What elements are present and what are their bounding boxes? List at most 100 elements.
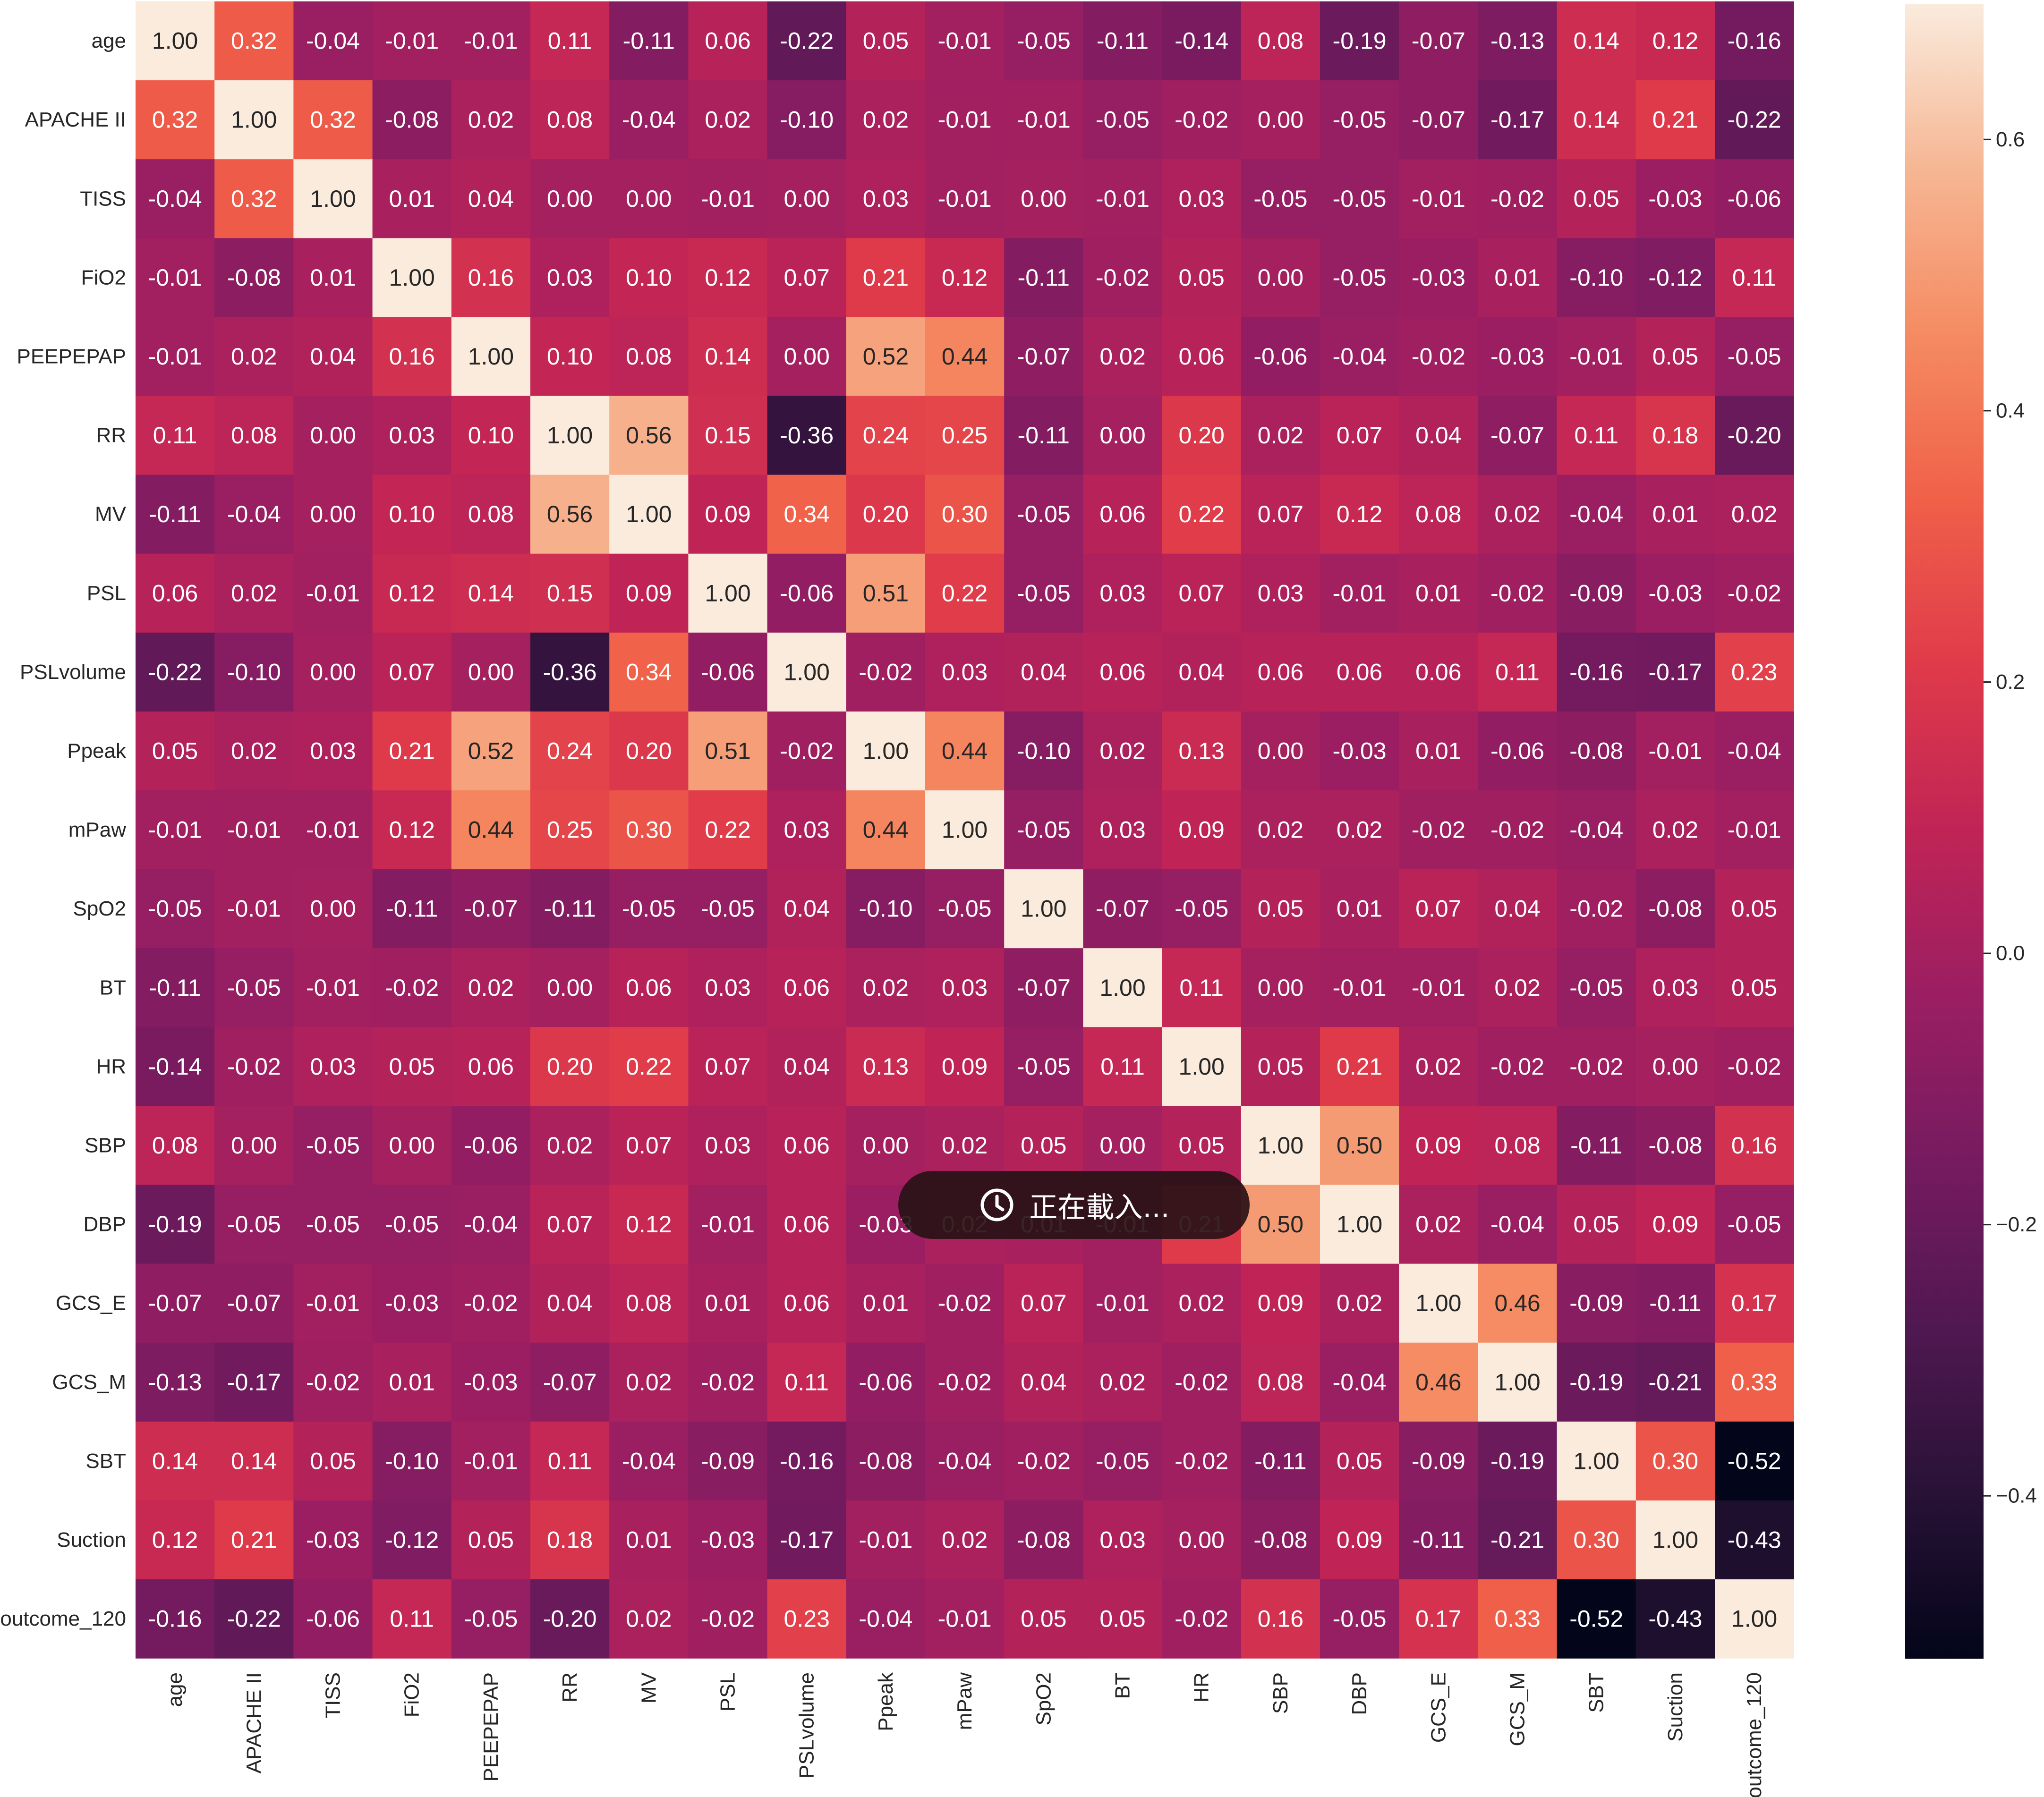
cell-value-label: -0.16 [780, 1448, 834, 1474]
heatmap-cell [1320, 1579, 1399, 1659]
heatmap-cell [214, 1342, 294, 1422]
heatmap-cell [1162, 1, 1242, 81]
cell-value-label: 1.00 [705, 580, 750, 606]
y-tick-label: mPaw [68, 818, 126, 841]
cell-value-label: 0.04 [547, 1290, 593, 1316]
heatmap-cell [1478, 869, 1558, 949]
heatmap-cell [293, 1263, 373, 1343]
cell-value-label: -0.01 [464, 28, 518, 54]
heatmap-cell [1162, 948, 1242, 1027]
cell-value-label: 0.05 [863, 28, 909, 54]
heatmap-cell [451, 1342, 531, 1422]
heatmap-cell [1399, 80, 1478, 160]
cell-value-label: 0.30 [1652, 1448, 1698, 1474]
heatmap-cell [767, 711, 847, 791]
cell-value-label: -0.09 [701, 1448, 755, 1474]
heatmap-cell [1083, 948, 1163, 1027]
heatmap-cell [1083, 396, 1163, 475]
cell-value-label: 0.21 [1652, 107, 1698, 133]
cell-value-label: -0.01 [859, 1527, 912, 1553]
cell-value-label: 0.17 [1415, 1606, 1461, 1632]
cell-value-label: 0.00 [784, 186, 830, 212]
cell-value-label: 0.22 [626, 1053, 672, 1080]
cell-value-label: -0.04 [1569, 501, 1623, 527]
cell-value-label: -0.11 [1097, 28, 1149, 54]
cell-value-label: 0.02 [1731, 501, 1777, 527]
cell-value-label: -0.06 [464, 1132, 518, 1159]
heatmap-cell [1004, 317, 1083, 397]
cell-value-label: 0.03 [310, 737, 356, 764]
cell-value-label: -0.02 [464, 1290, 518, 1316]
heatmap-cell [293, 1342, 373, 1422]
cell-value-label: 0.09 [705, 501, 750, 527]
cell-value-label: -0.07 [148, 1290, 202, 1316]
heatmap-cell [530, 1185, 610, 1264]
heatmap-cell [1083, 80, 1163, 160]
heatmap-cell [846, 80, 926, 160]
cell-value-label: -0.17 [1490, 107, 1544, 133]
x-tick-label: BT [1111, 1672, 1134, 1699]
cell-value-label: 0.02 [547, 1132, 593, 1159]
heatmap-cell [214, 869, 294, 949]
x-tick-label: GCS_M [1506, 1672, 1529, 1746]
y-tick-label: Ppeak [67, 739, 127, 763]
heatmap-cell [372, 1185, 452, 1264]
heatmap-cell [1320, 159, 1399, 238]
cell-value-label: 1.00 [1258, 1132, 1303, 1159]
x-tick-label: APACHE II [242, 1672, 265, 1773]
cell-value-label: 0.01 [1494, 264, 1540, 291]
cell-value-label: 0.06 [784, 975, 830, 1001]
heatmap-cell [1715, 711, 1794, 791]
heatmap-cell [293, 790, 373, 870]
y-tick-label: DBP [84, 1213, 126, 1236]
cell-value-label: -0.02 [1728, 580, 1781, 606]
heatmap-cell [1241, 790, 1320, 870]
cell-value-label: -0.04 [1333, 343, 1387, 370]
cell-value-label: 0.04 [1415, 422, 1461, 449]
cell-value-label: -0.01 [938, 107, 992, 133]
heatmap-cell [1715, 553, 1794, 633]
heatmap-cell [1162, 1027, 1242, 1106]
cell-value-label: -0.01 [227, 896, 281, 922]
heatmap-cell [136, 1, 215, 81]
cell-value-label: 0.00 [310, 896, 356, 922]
cell-value-label: -0.01 [306, 580, 360, 606]
heatmap-cell [925, 317, 1005, 397]
heatmap-cell [846, 711, 926, 791]
cell-value-label: -0.06 [701, 659, 755, 685]
heatmap-cell [214, 1263, 294, 1343]
cell-value-label: -0.01 [1333, 580, 1387, 606]
cell-value-label: 0.00 [863, 1132, 909, 1159]
heatmap-cell [1004, 1263, 1083, 1343]
cell-value-label: 0.02 [1337, 1290, 1382, 1316]
cell-value-label: 0.08 [1258, 28, 1303, 54]
heatmap-cell [1715, 317, 1794, 397]
heatmap-cell [1557, 80, 1636, 160]
x-tick-label: PSL [716, 1672, 740, 1712]
cell-value-label: 0.12 [389, 817, 435, 843]
cell-value-label: -0.08 [1569, 737, 1623, 764]
heatmap-cell [1635, 1579, 1715, 1659]
heatmap-cell [214, 1, 294, 81]
heatmap-cell [1162, 1421, 1242, 1501]
cell-value-label: -0.01 [1569, 343, 1623, 370]
cell-value-label: -0.07 [1490, 422, 1544, 449]
cell-value-label: 0.07 [1337, 422, 1382, 449]
heatmap-cell [136, 159, 215, 238]
heatmap-cell [688, 632, 768, 712]
cell-value-label: 1.00 [468, 343, 514, 370]
heatmap-cell [1635, 553, 1715, 633]
cell-value-label: -0.01 [1096, 1290, 1150, 1316]
heatmap-cell [1320, 1263, 1399, 1343]
heatmap-cell [1557, 790, 1636, 870]
cell-value-label: 0.02 [231, 737, 277, 764]
cell-value-label: 0.12 [1652, 28, 1698, 54]
cell-value-label: 1.00 [1021, 896, 1066, 922]
heatmap-cell [293, 238, 373, 317]
cell-value-label: -0.02 [1569, 1053, 1623, 1080]
heatmap-cell [1557, 1579, 1636, 1659]
heatmap-cell [451, 1185, 531, 1264]
y-tick-label: SpO2 [73, 897, 126, 920]
cell-value-label: -0.08 [1648, 1132, 1702, 1159]
cell-value-label: 0.07 [784, 264, 830, 291]
